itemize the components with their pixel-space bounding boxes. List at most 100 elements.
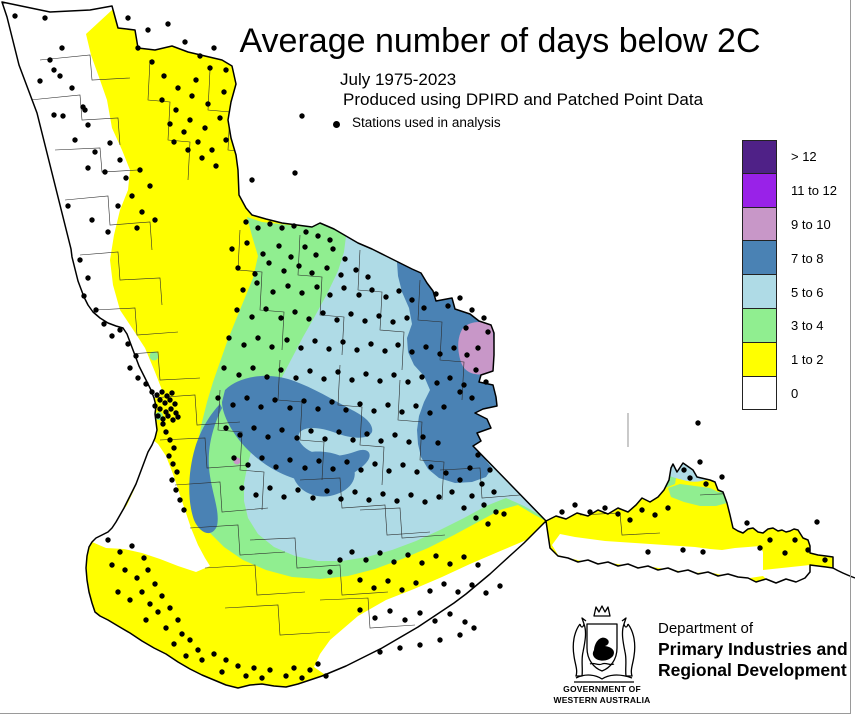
station-dot (327, 292, 333, 298)
station-dot (161, 73, 167, 79)
station-dot (145, 27, 151, 33)
station-dot (719, 474, 725, 480)
legend-swatch (742, 308, 777, 343)
station-dot (167, 397, 173, 403)
page-title: Average number of days below 2C (239, 22, 761, 60)
station-dot (187, 117, 193, 123)
station-dot (368, 341, 374, 347)
station-dot (160, 416, 166, 422)
station-dot (147, 183, 153, 189)
station-dot (243, 219, 249, 225)
station-dot (501, 511, 507, 517)
legend-swatch (742, 173, 777, 208)
station-dot (293, 375, 299, 381)
station-dot (307, 368, 313, 374)
station-dot (485, 329, 491, 335)
station-dot (255, 335, 261, 341)
station-dot (199, 155, 205, 161)
station-dot (767, 537, 773, 543)
station-dot (226, 335, 232, 341)
station-dot (143, 617, 149, 623)
station-dot (154, 392, 160, 398)
station-dot (350, 437, 356, 443)
station-dot (133, 353, 139, 359)
station-dot (483, 379, 489, 385)
crest-swan-icon (592, 637, 615, 661)
station-dot (171, 139, 177, 145)
station-dot (467, 465, 473, 471)
station-dot (135, 45, 141, 51)
station-dot (695, 420, 701, 426)
legend-swatch (742, 140, 777, 174)
station-dot (115, 589, 121, 595)
station-dot (587, 509, 593, 515)
station-dot (377, 649, 383, 655)
station-dot (163, 409, 169, 415)
station-dot (175, 85, 181, 91)
station-dot (285, 283, 291, 289)
station-dot (469, 395, 475, 401)
station-dot (455, 589, 461, 595)
station-dot (159, 389, 165, 395)
station-dot (117, 549, 123, 555)
station-dot (294, 435, 300, 441)
station-dot (441, 404, 447, 410)
station-dot (306, 316, 312, 322)
station-dot (202, 125, 208, 131)
station-dot (461, 382, 467, 388)
station-dot (341, 285, 347, 291)
station-dot (392, 432, 398, 438)
station-dot (316, 458, 322, 464)
station-dot (469, 582, 475, 588)
station-dot (251, 425, 257, 431)
station-dot (259, 455, 265, 461)
station-dot (457, 632, 463, 638)
station-dot (301, 398, 307, 404)
station-dot (376, 313, 382, 319)
station-dot (167, 437, 173, 443)
station-dot (377, 378, 383, 384)
station-dot (336, 429, 342, 435)
station-dot (330, 466, 336, 472)
station-dot (72, 137, 78, 143)
legend-row: 7 to 8 (742, 241, 837, 276)
station-dot (315, 661, 321, 667)
legend-label: 9 to 10 (791, 216, 831, 232)
region-3to4-strip-knob (668, 484, 727, 506)
station-dot (230, 402, 236, 408)
station-dot (295, 487, 301, 493)
legend-label: > 12 (791, 149, 817, 165)
station-dot (371, 408, 377, 414)
station-dots (12, 13, 828, 681)
station-dot (385, 578, 391, 584)
dept-line3: Regional Development (658, 660, 847, 680)
station-dot (185, 147, 191, 153)
station-dot (168, 406, 174, 412)
station-dot (449, 489, 455, 495)
station-dot (207, 65, 213, 71)
station-dot (215, 395, 221, 401)
station-dot (93, 307, 99, 313)
region-zero-southwest (92, 436, 210, 572)
station-dot (231, 455, 237, 461)
station-dot (700, 549, 706, 555)
station-dot (193, 77, 199, 83)
station-dot (235, 663, 241, 669)
station-dot (259, 675, 265, 681)
station-dot (276, 243, 282, 249)
station-dot (209, 147, 215, 153)
station-dot (406, 439, 412, 445)
station-dot (324, 265, 330, 271)
coastline-outline (1, 1, 834, 689)
station-dot (266, 260, 272, 266)
station-dot (487, 467, 493, 473)
station-dot (143, 381, 149, 387)
station-dot (394, 498, 400, 504)
station-dot (469, 493, 475, 499)
station-dot (349, 549, 355, 555)
station-dot (315, 406, 321, 412)
station-dot (164, 393, 170, 399)
station-dot (243, 673, 249, 679)
station-dot (221, 89, 227, 95)
station-marker-icon (333, 121, 340, 128)
